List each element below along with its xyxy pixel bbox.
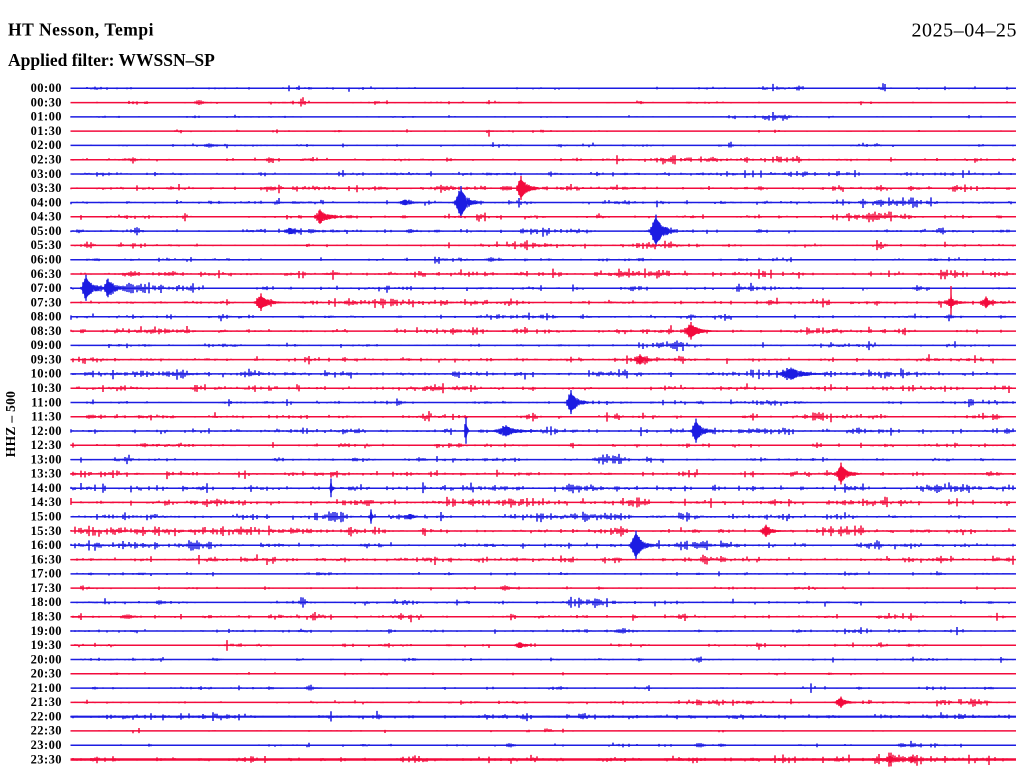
svg-text:14:00: 14:00 xyxy=(31,481,62,495)
svg-text:16:00: 16:00 xyxy=(31,538,62,552)
svg-text:13:30: 13:30 xyxy=(31,467,62,481)
svg-text:06:00: 06:00 xyxy=(31,253,62,267)
svg-text:14:30: 14:30 xyxy=(31,495,62,509)
svg-text:17:00: 17:00 xyxy=(31,567,62,581)
svg-text:20:30: 20:30 xyxy=(31,667,62,681)
svg-text:18:30: 18:30 xyxy=(31,610,62,624)
svg-text:22:00: 22:00 xyxy=(31,710,62,724)
svg-text:06:30: 06:30 xyxy=(31,267,62,281)
svg-text:11:30: 11:30 xyxy=(31,410,62,424)
svg-text:16:30: 16:30 xyxy=(31,552,62,566)
svg-text:23:30: 23:30 xyxy=(31,752,62,766)
svg-text:22:30: 22:30 xyxy=(31,724,62,738)
svg-text:Applied filter: WWSSN–SP: Applied filter: WWSSN–SP xyxy=(8,50,215,70)
svg-text:HHZ – 500: HHZ – 500 xyxy=(3,391,18,457)
svg-text:08:30: 08:30 xyxy=(31,324,62,338)
svg-text:08:00: 08:00 xyxy=(31,310,62,324)
svg-text:04:30: 04:30 xyxy=(31,210,62,224)
svg-text:20:00: 20:00 xyxy=(31,652,62,666)
svg-text:19:00: 19:00 xyxy=(31,624,62,638)
svg-text:13:00: 13:00 xyxy=(31,452,62,466)
svg-text:05:30: 05:30 xyxy=(31,238,62,252)
svg-text:15:00: 15:00 xyxy=(31,510,62,524)
svg-text:19:30: 19:30 xyxy=(31,638,62,652)
svg-text:2025–04–25: 2025–04–25 xyxy=(912,20,1018,42)
svg-text:07:00: 07:00 xyxy=(31,281,62,295)
svg-text:23:00: 23:00 xyxy=(31,738,62,752)
svg-text:03:30: 03:30 xyxy=(31,181,62,195)
svg-text:03:00: 03:00 xyxy=(31,167,62,181)
svg-text:12:30: 12:30 xyxy=(31,438,62,452)
svg-text:01:00: 01:00 xyxy=(31,110,62,124)
svg-text:11:00: 11:00 xyxy=(31,395,62,409)
svg-text:04:00: 04:00 xyxy=(31,195,62,209)
svg-text:12:00: 12:00 xyxy=(31,424,62,438)
svg-text:17:30: 17:30 xyxy=(31,581,62,595)
svg-text:00:00: 00:00 xyxy=(31,81,62,95)
svg-text:05:00: 05:00 xyxy=(31,224,62,238)
svg-text:10:30: 10:30 xyxy=(31,381,62,395)
svg-text:01:30: 01:30 xyxy=(31,124,62,138)
svg-text:00:30: 00:30 xyxy=(31,95,62,109)
svg-text:21:30: 21:30 xyxy=(31,695,62,709)
svg-text:18:00: 18:00 xyxy=(31,595,62,609)
svg-text:07:30: 07:30 xyxy=(31,295,62,309)
svg-text:09:30: 09:30 xyxy=(31,352,62,366)
svg-text:10:00: 10:00 xyxy=(31,367,62,381)
svg-text:02:00: 02:00 xyxy=(31,138,62,152)
svg-text:02:30: 02:30 xyxy=(31,153,62,167)
svg-text:15:30: 15:30 xyxy=(31,524,62,538)
svg-text:HT Nesson, Tempi: HT Nesson, Tempi xyxy=(8,20,154,40)
svg-text:09:00: 09:00 xyxy=(31,338,62,352)
svg-text:21:00: 21:00 xyxy=(31,681,62,695)
